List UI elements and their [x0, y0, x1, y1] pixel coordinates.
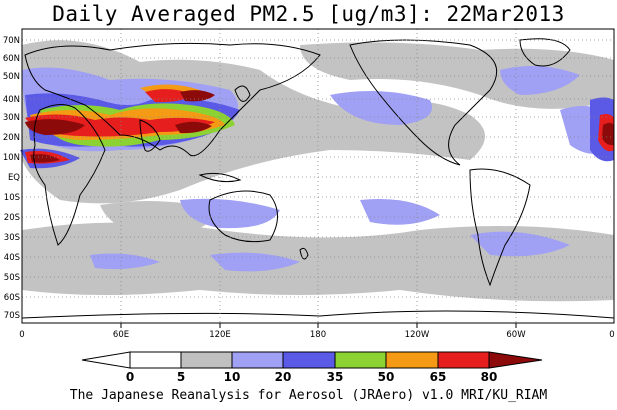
colorbar-swatch — [129, 351, 182, 369]
colorbar-low-arrow — [81, 351, 131, 369]
lon-label: 180 — [310, 330, 326, 340]
lat-label: 60S — [4, 293, 20, 303]
latitude-labels: 70N 60N 50N 40N 30N 20N 10N EQ 10S 20S 3… — [3, 36, 20, 321]
lat-label: 10N — [3, 153, 20, 163]
colorbar — [81, 351, 543, 369]
lon-label: 0 — [19, 330, 24, 340]
lat-label: EQ — [8, 173, 20, 183]
colorbar-label: 20 — [275, 370, 292, 384]
lat-label: 60N — [3, 54, 20, 64]
lat-label: 30S — [4, 233, 20, 243]
colorbar-label: 0 — [126, 370, 134, 384]
lat-label: 30N — [3, 113, 20, 123]
lat-label: 20N — [3, 133, 20, 143]
lat-label: 50N — [3, 72, 20, 82]
colorbar-label: 65 — [430, 370, 447, 384]
colorbar-high-arrow — [488, 351, 543, 369]
longitude-labels: 0 60E 120E 180 120W 60W 0 — [19, 330, 614, 340]
colorbar-swatch — [437, 351, 490, 369]
lon-label: 0 — [609, 330, 614, 340]
pm25-field — [20, 40, 614, 302]
lat-label: 70N — [3, 36, 20, 46]
lon-label: 60E — [113, 330, 129, 340]
graticule — [22, 29, 614, 323]
colorbar-swatch — [385, 351, 439, 369]
colorbar-label: 5 — [177, 370, 185, 384]
colorbar-label: 35 — [327, 370, 344, 384]
colorbar-label: 50 — [378, 370, 395, 384]
lon-label: 120E — [209, 330, 231, 340]
lat-label: 10S — [4, 193, 20, 203]
coastlines — [21, 38, 615, 319]
colorbar-swatch — [180, 351, 233, 369]
colorbar-swatch — [334, 351, 387, 369]
lon-label: 120W — [405, 330, 430, 340]
map-title: Daily Averaged PM2.5 [ug/m3]: 22Mar2013 — [52, 2, 565, 26]
colorbar-label: 10 — [224, 370, 241, 384]
lat-label: 20S — [4, 213, 20, 223]
lon-label: 60W — [506, 330, 526, 340]
axis-ticks — [120, 323, 517, 328]
colorbar-label: 80 — [481, 370, 498, 384]
lat-label: 70S — [4, 311, 20, 321]
footer-credit: The Japanese Reanalysis for Aerosol (JRA… — [69, 388, 548, 403]
lat-label: 40S — [4, 253, 20, 263]
colorbar-labels: 0 5 10 20 35 50 65 80 — [126, 370, 498, 384]
lat-label: 50S — [4, 273, 20, 283]
lat-label: 40N — [3, 95, 20, 105]
colorbar-swatch — [282, 351, 336, 369]
colorbar-swatch — [231, 351, 284, 369]
